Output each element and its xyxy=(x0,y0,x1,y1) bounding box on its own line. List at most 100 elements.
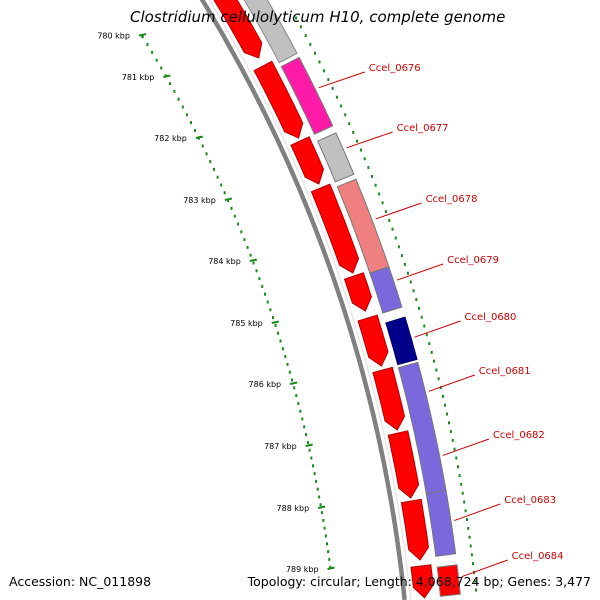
outer-minor-tick xyxy=(469,544,472,548)
outer-minor-tick xyxy=(348,122,351,126)
gene-feature xyxy=(280,56,334,135)
outer-minor-tick xyxy=(451,438,454,442)
outer-minor-tick xyxy=(423,324,426,328)
outer-minor-tick xyxy=(425,333,428,337)
gene-feature xyxy=(317,132,355,183)
outer-minor-tick xyxy=(430,350,433,354)
outer-minor-tick xyxy=(474,579,477,583)
outer-minor-tick xyxy=(295,16,298,20)
outer-minor-tick xyxy=(446,412,449,416)
major-tick xyxy=(327,566,335,570)
kbp-label: 780 kbp xyxy=(97,32,130,41)
inner-minor-tick xyxy=(201,144,204,148)
outer-minor-tick xyxy=(374,183,377,187)
outer-minor-tick xyxy=(309,42,312,46)
outer-minor-tick xyxy=(444,403,447,407)
genome-backbone xyxy=(199,0,412,600)
inner-minor-tick xyxy=(249,253,252,257)
outer-minor-tick xyxy=(299,25,302,29)
inner-minor-tick xyxy=(193,128,196,132)
gene-feature-track xyxy=(243,0,461,597)
forward-cds-arrow xyxy=(400,498,430,561)
gene-label: Ccel_0680 xyxy=(465,312,517,323)
inner-minor-tick xyxy=(146,43,149,47)
outer-minor-tick xyxy=(437,377,440,381)
gene-label-leader xyxy=(428,374,475,392)
inner-minor-tick xyxy=(297,401,300,405)
inner-minor-tick xyxy=(318,495,321,499)
inner-minor-tick xyxy=(303,425,306,429)
inner-minor-tick xyxy=(151,50,154,54)
inner-minor-tick xyxy=(277,331,280,335)
inner-minor-tick xyxy=(291,378,294,382)
map-title: Clostridium cellulolyticum H10, complete… xyxy=(130,8,506,26)
inner-minor-tick xyxy=(308,448,311,452)
inner-minor-tick xyxy=(227,199,230,203)
inner-minor-tick xyxy=(293,386,296,390)
outer-minor-tick xyxy=(453,447,456,451)
forward-cds-arrow xyxy=(310,183,360,274)
outer-minor-tick xyxy=(456,465,459,469)
gene-label-leader xyxy=(414,320,461,338)
inner-minor-tick xyxy=(261,284,264,288)
inner-minor-tick xyxy=(181,105,184,109)
gene-label: Ccel_0683 xyxy=(504,495,556,506)
gene-label: Ccel_0682 xyxy=(493,430,545,441)
forward-cds-arrow xyxy=(343,272,372,312)
forward-cds-arrow xyxy=(387,430,420,499)
inner-minor-tick xyxy=(305,433,308,437)
outer-minor-tick xyxy=(418,306,421,310)
forward-cds-track xyxy=(213,0,434,599)
outer-minor-tick xyxy=(313,51,316,55)
inner-minor-tick xyxy=(223,191,226,195)
outer-minor-tick xyxy=(455,456,458,460)
inner-minor-tick xyxy=(160,66,163,70)
inner-minor-tick xyxy=(310,456,313,460)
inner-minor-tick xyxy=(281,347,284,351)
inner-minor-tick xyxy=(329,565,332,569)
gene-label-leader xyxy=(396,263,444,281)
gene-label-leader xyxy=(375,202,422,220)
major-tick xyxy=(317,505,326,509)
inner-minor-tick xyxy=(274,323,277,327)
gene-feature xyxy=(436,564,461,597)
inner-minor-tick xyxy=(286,362,289,366)
outer-minor-tick xyxy=(470,553,473,557)
major-tick xyxy=(224,197,233,201)
inner-minor-tick xyxy=(189,121,192,125)
forward-cds-arrow xyxy=(410,564,434,599)
kbp-label: 788 kbp xyxy=(277,504,310,513)
gene-label: Ccel_0684 xyxy=(512,551,564,562)
outer-minor-tick xyxy=(381,201,384,205)
inner-minor-tick xyxy=(315,479,318,483)
backbone-line xyxy=(199,0,407,600)
outer-minor-tick xyxy=(400,254,403,258)
inner-minor-tick xyxy=(271,316,274,320)
inner-minor-tick xyxy=(173,89,176,93)
backbone-shadow xyxy=(208,0,412,600)
forward-cds-arrow xyxy=(213,0,263,59)
inner-minor-tick xyxy=(255,269,258,273)
major-tick xyxy=(305,443,313,447)
gene-label: Ccel_0676 xyxy=(369,63,421,74)
gene-label-leader xyxy=(454,503,501,522)
outer-minor-tick xyxy=(461,491,464,495)
outer-minor-tick xyxy=(397,245,400,249)
gene-label: Ccel_0681 xyxy=(479,366,531,377)
tick-marks xyxy=(138,16,477,592)
outer-minor-tick xyxy=(463,500,466,504)
inner-minor-tick xyxy=(209,160,212,164)
gene-label-leader xyxy=(442,438,490,456)
outer-minor-tick xyxy=(403,262,406,266)
gene-label: Ccel_0677 xyxy=(397,123,449,134)
inner-minor-tick xyxy=(185,113,188,117)
outer-minor-tick xyxy=(388,218,391,222)
gene-label-leader xyxy=(461,559,508,578)
inner-minor-tick xyxy=(233,214,236,218)
outer-minor-tick xyxy=(465,518,468,522)
inner-minor-tick xyxy=(155,58,158,62)
outer-minor-tick xyxy=(433,359,436,363)
outer-minor-tick xyxy=(363,157,366,161)
gene-feature xyxy=(385,316,418,366)
